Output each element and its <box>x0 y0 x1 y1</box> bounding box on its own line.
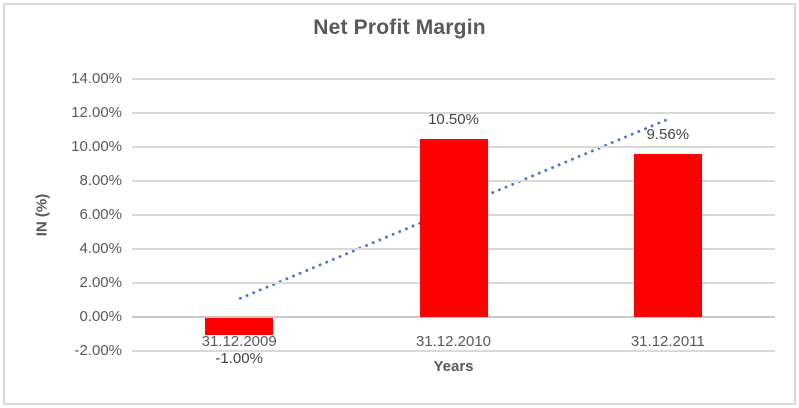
data-label: 10.50% <box>428 110 479 128</box>
category-label: 31.12.2011 <box>630 333 705 350</box>
x-axis-title: Years <box>433 358 474 375</box>
y-tick-label: 2.00% <box>79 274 122 291</box>
y-tick-label: 10.00% <box>71 138 122 155</box>
data-label: 9.56% <box>646 126 690 144</box>
category-label: 31.12.2010 <box>415 333 492 350</box>
gridline <box>132 350 775 352</box>
y-tick-label: 4.00% <box>79 240 122 257</box>
category-label: 31.12.2009 <box>201 333 277 350</box>
gridline <box>132 78 775 80</box>
x-axis-line <box>132 316 775 318</box>
gridline <box>132 112 775 114</box>
bar-31.12.2011 <box>633 154 702 317</box>
y-tick-label: 6.00% <box>79 206 122 223</box>
bar-31.12.2009 <box>205 318 274 335</box>
y-tick-label: 12.00% <box>71 104 122 121</box>
y-tick-label: -2.00% <box>74 342 122 359</box>
y-tick-label: 0.00% <box>79 308 122 325</box>
y-axis-title: IN (%) <box>33 193 51 237</box>
chart-title: Net Profit Margin <box>313 16 486 39</box>
y-tick-label: 14.00% <box>71 70 122 87</box>
y-tick-label: 8.00% <box>79 172 122 189</box>
data-label: -1.00% <box>215 350 263 367</box>
bar-31.12.2010 <box>419 138 488 317</box>
